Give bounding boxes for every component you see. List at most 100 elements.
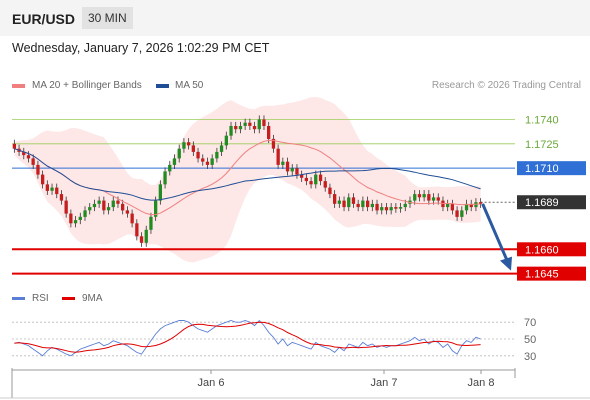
candle-up	[50, 187, 54, 191]
bollinger-band-fill	[14, 97, 481, 263]
level-label-box-1.1645	[517, 266, 586, 281]
level-label-box-1.1660	[517, 242, 586, 257]
candle-up	[210, 158, 214, 165]
candle-down	[455, 210, 459, 217]
candle-up	[97, 200, 101, 204]
chart-header: EUR/USD 30 MIN	[0, 0, 590, 36]
level-label-1.1710: 1.1710	[525, 163, 559, 175]
candle-down	[267, 126, 271, 139]
candle-down	[276, 148, 280, 165]
candle-up	[224, 135, 228, 146]
candle-down	[64, 200, 68, 214]
candle-up	[144, 229, 148, 243]
candle-down	[234, 126, 238, 130]
candle-down	[304, 177, 308, 182]
candle-down	[384, 207, 389, 211]
candle-down	[205, 161, 210, 165]
candle-up	[243, 122, 247, 126]
candle-up	[380, 207, 384, 211]
candle-down	[394, 207, 398, 209]
candle-down	[201, 158, 205, 162]
candle-down	[31, 158, 35, 165]
candle-down	[130, 213, 134, 224]
candle-down	[342, 200, 346, 208]
candle-up	[182, 142, 186, 149]
candle-up	[314, 174, 318, 185]
candle-up	[257, 119, 261, 130]
candle-down	[318, 174, 323, 182]
x-tick-label-0: Jan 6	[198, 377, 225, 389]
level-label-1.1725: 1.1725	[525, 139, 559, 151]
candle-down	[125, 210, 129, 214]
candle-up	[361, 200, 365, 208]
level-label-1.1645: 1.1645	[525, 269, 559, 281]
ma50-legend-label: MA 50	[175, 80, 204, 91]
forecast-arrow-head	[500, 256, 512, 271]
candle-up	[422, 194, 426, 198]
x-tick-label-2: Jan 8	[468, 377, 495, 389]
candle-up	[398, 207, 403, 209]
candle-up	[92, 203, 97, 208]
candle-down	[375, 203, 379, 211]
rsi-tick-70: 70	[524, 317, 536, 329]
candle-down	[187, 142, 191, 146]
candle-down	[69, 213, 73, 224]
copyright-label: Research © 2026 Trading Central	[431, 80, 581, 91]
level-label-1.1689: 1.1689	[525, 197, 559, 209]
rsi-legend-swatch	[12, 297, 25, 300]
candle-up	[163, 171, 167, 185]
candle-up	[168, 164, 172, 172]
candle-up	[154, 200, 158, 217]
candle-up	[158, 184, 162, 201]
candle-down	[59, 194, 64, 201]
candle-down	[427, 194, 431, 201]
candle-down	[55, 187, 59, 195]
candle-down	[22, 151, 26, 156]
candle-down	[26, 155, 31, 159]
candle-up	[446, 203, 450, 208]
timeframe-button[interactable]: 30 MIN	[82, 7, 133, 29]
candle-up	[78, 216, 82, 220]
candle-down	[295, 168, 299, 175]
candle-down	[12, 143, 16, 149]
candle-up	[370, 203, 374, 208]
candle-down	[309, 181, 313, 185]
candle-down	[116, 200, 120, 204]
candle-down	[121, 203, 125, 211]
candle-up	[238, 126, 243, 130]
x-tick-label-1: Jan 7	[371, 377, 398, 389]
candle-up	[281, 161, 285, 165]
forecast-arrow-shaft	[481, 203, 510, 264]
candle-down	[469, 203, 473, 208]
candle-up	[389, 207, 393, 211]
candle-up	[290, 168, 294, 172]
candle-up	[347, 197, 351, 208]
candle-down	[196, 151, 200, 159]
candle-down	[41, 174, 45, 185]
candle-up	[106, 207, 111, 211]
candle-down	[366, 200, 370, 208]
candle-down	[285, 161, 290, 172]
candle-down	[417, 194, 422, 198]
symbol-label: EUR/USD	[12, 11, 76, 27]
candle-down	[450, 203, 454, 211]
level-label-box-1.1710	[517, 161, 586, 176]
rsi-ma-legend-swatch	[62, 297, 75, 300]
candle-up	[83, 210, 87, 217]
candle-down	[436, 197, 440, 201]
level-label-box-1.1689	[517, 195, 586, 210]
candle-down	[102, 200, 106, 211]
candle-up	[413, 194, 417, 201]
candle-up	[111, 200, 115, 208]
rsi-ma-legend-label: 9MA	[82, 293, 103, 304]
candle-down	[139, 236, 144, 243]
candle-down	[300, 174, 304, 178]
candle-down	[262, 119, 266, 126]
rsi-legend-label: RSI	[32, 293, 49, 304]
candle-up	[431, 197, 436, 201]
candle-up	[229, 126, 233, 136]
candle-up	[73, 220, 78, 224]
candle-up	[149, 216, 153, 230]
candle-up	[464, 203, 469, 211]
